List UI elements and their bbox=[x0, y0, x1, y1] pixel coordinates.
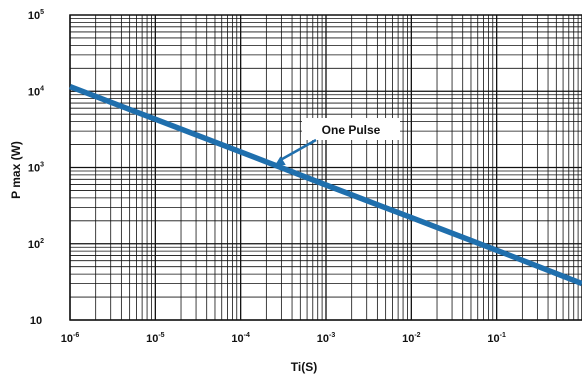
annotation-label: One Pulse bbox=[322, 123, 381, 137]
x-tick-labels: 10-6 10-5 10-4 10-3 10-2 10-1 bbox=[61, 332, 506, 345]
series-layer bbox=[69, 84, 582, 287]
plot-frame bbox=[69, 14, 582, 321]
y-tick-label: 102 bbox=[28, 238, 44, 251]
series-line-0 bbox=[69, 84, 582, 287]
grid-lines bbox=[69, 15, 582, 321]
x-tick-label: 10-1 bbox=[487, 332, 506, 345]
x-axis-label: Ti(S) bbox=[291, 360, 317, 374]
annotation-box bbox=[302, 118, 400, 140]
annotation-arrow-shaft bbox=[280, 138, 317, 161]
y-axis-label: P max (W) bbox=[9, 141, 23, 199]
y-tick-label: 103 bbox=[28, 162, 44, 175]
y-tick-label: 105 bbox=[28, 9, 44, 22]
x-tick-label: 10-4 bbox=[231, 332, 250, 345]
y-tick-label: 10 bbox=[30, 315, 42, 327]
annotation-layer: One Pulse bbox=[274, 118, 400, 166]
x-tick-label: 10-5 bbox=[146, 332, 165, 345]
x-tick-label: 10-2 bbox=[402, 332, 421, 345]
annotation-arrow-head bbox=[274, 156, 286, 166]
x-tick-label: 10-6 bbox=[61, 332, 80, 345]
y-tick-labels: 10 102 103 104 105 bbox=[28, 9, 44, 327]
y-tick-label: 104 bbox=[28, 85, 44, 98]
x-tick-label: 10-3 bbox=[317, 332, 336, 345]
